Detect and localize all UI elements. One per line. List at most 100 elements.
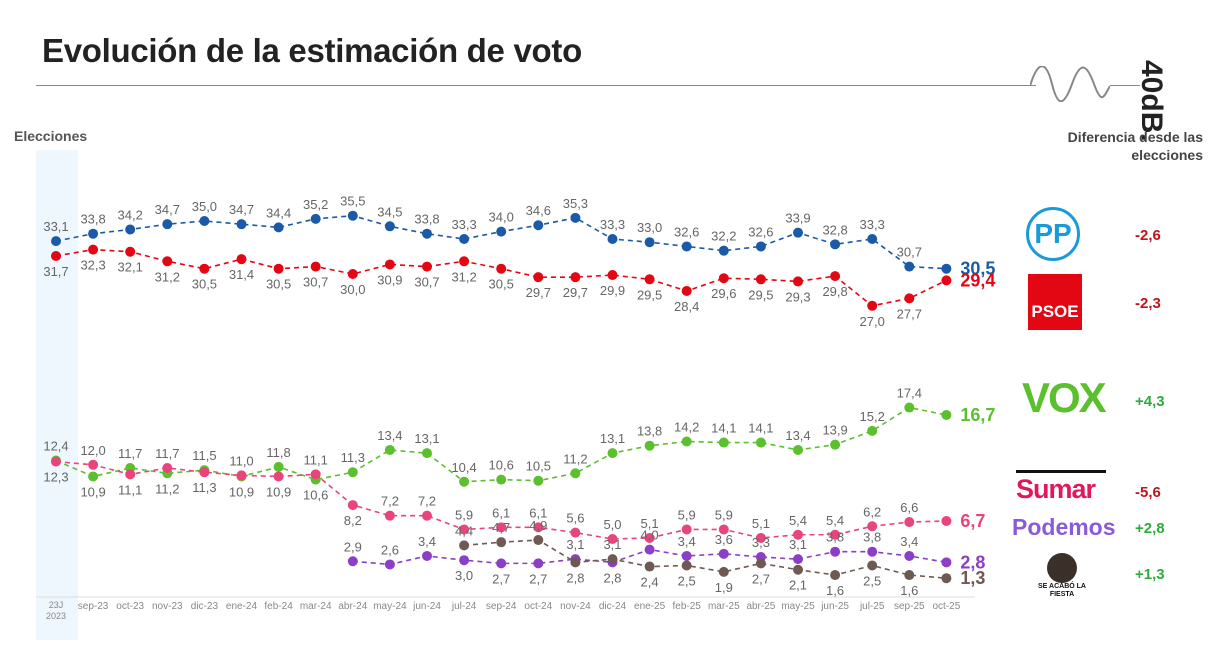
data-point-vox xyxy=(496,474,507,485)
data-point-pp xyxy=(347,210,358,221)
x-tick-label: mar-24 xyxy=(300,601,332,612)
data-label-pp: 32,2 xyxy=(711,229,736,244)
data-point-sumar xyxy=(347,500,358,511)
data-point-pp xyxy=(384,221,395,232)
data-label-sumar: 8,2 xyxy=(344,513,362,528)
data-point-pp xyxy=(755,241,766,252)
data-label-pp: 34,2 xyxy=(118,207,143,222)
data-label-psoe: 31,2 xyxy=(451,269,476,284)
data-point-sumar xyxy=(607,534,618,544)
data-point-vox xyxy=(644,440,655,451)
last-value-label-salf: 1,3 xyxy=(960,568,985,588)
data-label-podemos: 4,0 xyxy=(641,528,659,543)
podemos-logo: Podemos xyxy=(1012,514,1116,540)
data-label-sumar: 11,1 xyxy=(118,482,142,497)
data-label-sumar: 5,9 xyxy=(715,507,733,522)
diff-vox: +4,3 xyxy=(1135,393,1165,410)
last-value-label-sumar: 6,7 xyxy=(960,511,985,531)
data-label-pp: 32,6 xyxy=(748,224,773,239)
data-label-vox: 13,1 xyxy=(600,431,625,446)
data-point-sumar xyxy=(867,521,878,532)
data-point-psoe xyxy=(384,259,395,270)
data-label-sumar: 5,6 xyxy=(566,511,584,526)
data-label-vox: 11,7 xyxy=(118,446,142,461)
data-label-vox: 14,1 xyxy=(711,421,736,436)
data-point-salf xyxy=(459,540,470,551)
data-label-vox: 10,4 xyxy=(451,460,476,475)
data-point-salf xyxy=(496,537,507,548)
data-point-pp xyxy=(941,263,952,274)
data-label-salf: 2,4 xyxy=(641,575,659,590)
data-label-podemos: 2,7 xyxy=(492,571,510,586)
data-point-pp xyxy=(310,213,321,224)
data-label-pp: 34,4 xyxy=(266,205,291,220)
data-label-pp: 32,8 xyxy=(822,222,847,237)
data-label-vox: 10,9 xyxy=(229,484,254,499)
data-point-psoe xyxy=(88,244,99,255)
data-point-sumar xyxy=(459,524,470,535)
x-tick-label: feb-24 xyxy=(264,601,293,612)
data-label-podemos: 2,6 xyxy=(381,542,399,557)
data-point-sumar xyxy=(384,510,395,521)
data-label-sumar: 10,9 xyxy=(266,484,291,499)
data-point-sumar xyxy=(199,467,210,478)
data-point-psoe xyxy=(607,270,618,281)
data-point-psoe xyxy=(459,256,470,267)
data-label-vox: 13,4 xyxy=(785,428,810,443)
data-label-podemos: 3,4 xyxy=(678,534,696,549)
data-label-psoe: 30,7 xyxy=(303,275,328,290)
data-label-pp: 33,1 xyxy=(43,219,68,234)
data-label-psoe: 29,6 xyxy=(711,286,736,301)
data-label-psoe: 31,2 xyxy=(155,269,180,284)
title-divider-end xyxy=(1110,85,1140,86)
data-label-salf: 2,5 xyxy=(678,574,696,589)
data-point-pp xyxy=(533,220,544,231)
x-tick-label: jun-25 xyxy=(820,601,849,612)
data-label-psoe: 29,5 xyxy=(748,287,773,302)
x-tick-label: jul-25 xyxy=(859,601,885,612)
data-label-salf: 3,1 xyxy=(603,537,621,552)
data-point-vox xyxy=(347,467,358,478)
data-label-pp: 34,0 xyxy=(489,210,514,225)
data-point-salf xyxy=(793,564,803,575)
data-label-pp: 34,6 xyxy=(526,203,551,218)
data-point-podemos xyxy=(867,546,878,557)
data-point-salf xyxy=(867,560,878,571)
data-label-pp: 34,5 xyxy=(377,204,402,219)
x-tick-label: feb-25 xyxy=(673,601,702,612)
data-label-psoe: 30,5 xyxy=(489,277,514,292)
data-label-podemos: 3,1 xyxy=(566,537,584,552)
data-point-psoe xyxy=(867,300,878,311)
data-point-psoe xyxy=(422,261,432,272)
data-point-sumar xyxy=(51,456,61,467)
data-point-salf xyxy=(607,554,618,565)
data-label-psoe: 27,0 xyxy=(860,314,885,329)
data-label-podemos: 3,8 xyxy=(826,530,844,545)
data-point-vox xyxy=(533,475,544,486)
data-point-vox xyxy=(718,437,729,448)
data-point-pp xyxy=(199,216,210,226)
data-label-salf: 2,8 xyxy=(566,570,584,585)
x-tick-label: oct-24 xyxy=(524,601,552,612)
data-point-podemos xyxy=(904,550,915,561)
data-label-salf: 2,5 xyxy=(863,574,881,589)
x-tick-label: abr-25 xyxy=(746,601,775,612)
data-label-vox: 14,2 xyxy=(674,419,699,434)
x-tick-label: nov-24 xyxy=(560,601,591,612)
data-point-sumar xyxy=(422,510,432,521)
data-label-pp: 33,0 xyxy=(637,220,662,235)
x-tick-label: sep-24 xyxy=(486,601,517,612)
vox-logo: VOX xyxy=(1022,374,1107,421)
data-point-pp xyxy=(867,234,878,245)
data-point-salf xyxy=(830,570,841,581)
data-label-pp: 33,3 xyxy=(860,217,885,232)
pp-logo: PP xyxy=(1026,207,1080,261)
data-point-psoe xyxy=(199,263,210,274)
data-point-psoe xyxy=(236,254,247,265)
x-tick-label: jun-24 xyxy=(412,601,441,612)
data-label-psoe: 28,4 xyxy=(674,299,699,314)
data-point-sumar xyxy=(88,459,99,470)
psoe-logo: PSOE xyxy=(1028,274,1082,330)
data-label-vox: 11,2 xyxy=(563,451,587,466)
data-point-sumar xyxy=(125,469,136,480)
